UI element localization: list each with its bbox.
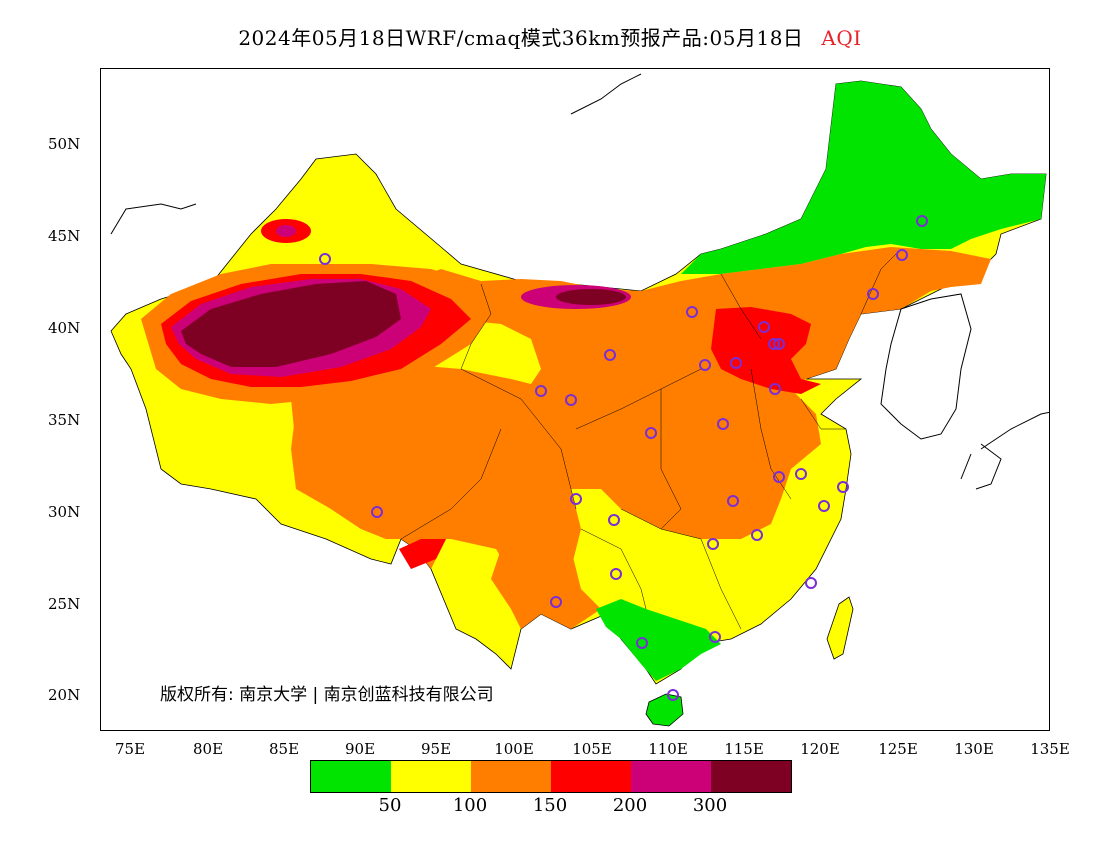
zone-hazardous-taklimakan [181,281,401,367]
station-marker [570,493,582,505]
station-marker [916,215,928,227]
station-marker [773,471,785,483]
station-marker [730,357,742,369]
zone-very-unhealthy-north-xinjiang [276,225,296,237]
station-marker [751,529,763,541]
coast-japan [960,411,1049,490]
lat-label-35n: 35N [48,411,81,429]
station-marker [645,427,657,439]
lon-label-125e: 125E [878,740,918,758]
station-marker [550,596,562,608]
lat-label-25n: 25N [48,595,81,613]
aqi-map [110,73,1049,727]
legend-label-150: 150 [532,795,568,816]
lat-label-40n: 40N [48,319,81,337]
station-marker [795,468,807,480]
station-marker [610,568,622,580]
zone-hazardous-mongolia-core [556,289,626,305]
lon-label-90e: 90E [344,740,376,758]
legend-label-300: 300 [692,795,728,816]
station-marker [667,689,679,701]
station-marker [565,394,577,406]
lon-label-105e: 105E [572,740,612,758]
station-marker [896,249,908,261]
lat-label-20n: 20N [48,686,81,704]
legend-swatch-good [311,761,391,792]
zone-good-south [596,599,721,681]
map-frame [100,68,1050,731]
station-marker [837,481,849,493]
station-marker [805,577,817,589]
coast-russia-north [110,73,642,235]
zone-moderate-north [291,247,991,629]
lon-label-120e: 120E [800,740,840,758]
coast-korea [880,293,972,440]
lon-label-135e: 135E [1030,740,1070,758]
lon-label-115e: 115E [724,740,764,758]
station-marker [709,631,721,643]
zone-good-northeast [681,81,1046,274]
title-variable: AQI [821,26,862,50]
lon-label-85e: 85E [268,740,300,758]
lon-label-130e: 130E [954,740,994,758]
legend-label-100: 100 [452,795,488,816]
zone-moderate-west [291,364,581,589]
aqi-legend [310,760,792,793]
station-marker [818,500,830,512]
station-marker [773,338,785,350]
station-marker [535,385,547,397]
station-marker [727,495,739,507]
lon-label-95e: 95E [420,740,452,758]
lat-label-30n: 30N [48,503,81,521]
station-marker [636,637,648,649]
station-marker [717,418,729,430]
legend-swatch-sensitive [471,761,551,792]
station-marker [867,288,879,300]
title-main: 2024年05月18日WRF/cmaq模式36km预报产品:05月18日 [238,26,804,50]
province-boundaries [400,248,902,630]
legend-swatch-unhealthy [551,761,631,792]
station-markers [319,215,928,701]
island-taiwan [826,596,854,660]
station-marker [371,506,383,518]
legend-swatch-very-unhealthy [631,761,711,792]
lat-label-50n: 50N [48,135,81,153]
station-marker [699,359,711,371]
legend-label-50: 50 [378,795,402,816]
lat-label-45n: 45N [48,227,81,245]
station-marker [758,321,770,333]
station-marker [707,538,719,550]
station-marker [319,253,331,265]
lon-label-80e: 80E [192,740,224,758]
lon-label-75e: 75E [114,740,146,758]
station-marker [604,349,616,361]
lon-label-110e: 110E [648,740,688,758]
map-title: 2024年05月18日WRF/cmaq模式36km预报产品:05月18日 AQI [0,22,1100,51]
copyright-credit: 版权所有: 南京大学 | 南京创蓝科技有限公司 [160,685,494,705]
zone-unhealthy-tibet-south [399,539,446,569]
station-marker [686,306,698,318]
station-marker [769,383,781,395]
legend-swatch-hazardous [711,761,791,792]
station-marker [768,338,780,350]
legend-label-200: 200 [612,795,648,816]
lon-label-100e: 100E [494,740,534,758]
zone-unhealthy-north-china [711,307,821,394]
legend-swatch-moderate [391,761,471,792]
station-marker [608,514,620,526]
